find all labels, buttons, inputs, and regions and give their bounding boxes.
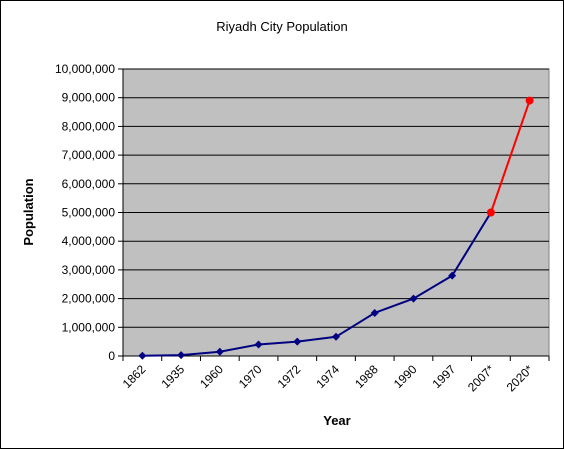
data-point [448,271,457,280]
y-axis-label: Population [21,178,36,245]
x-tick-label: 1990 [391,362,420,391]
y-tick-label: 2,000,000 [62,292,116,306]
y-tick-label: 10,000,000 [55,62,115,76]
data-point [293,337,302,346]
chart-title: Riyadh City Population [216,19,348,34]
gridlines [123,68,549,328]
y-tick-label: 1,000,000 [62,320,116,334]
data-point [486,208,495,217]
data-point [215,347,224,356]
x-tick-label: 1972 [275,362,304,391]
y-tick-label: 0 [108,349,115,363]
series-lines [142,100,531,357]
x-tick-label: 1997 [430,362,459,391]
y-axis-ticks: 0 1,000,000 2,000,000 3,000,000 4,000,000 5,0… [55,62,123,363]
x-tick-label: 1970 [236,362,265,391]
series-points [138,96,534,360]
data-point [138,351,147,360]
y-tick-label: 3,000,000 [62,263,116,277]
y-tick-label: 9,000,000 [62,91,116,105]
y-tick-label: 6,000,000 [62,177,116,191]
data-point [370,308,379,317]
x-tick-label: 1960 [197,362,226,391]
x-tick-label: 2007* [465,362,497,394]
series-line-2 [489,100,531,213]
y-tick-label: 8,000,000 [62,119,116,133]
data-point [254,340,263,349]
y-tick-label: 7,000,000 [62,148,116,162]
x-axis-ticks: 1862 1935 1960 1970 1972 1974 1988 1990 1997 2007… [120,356,550,394]
series-line-1 [142,211,492,357]
x-tick-label: 1862 [120,362,149,391]
x-tick-label: 2020* [504,362,536,394]
x-axis-label: Year [323,413,350,428]
data-point [332,332,340,341]
x-tick-label: 1988 [352,362,381,391]
y-tick-label: 5,000,000 [62,206,116,220]
data-point [177,351,186,360]
x-tick-label: 1935 [158,362,187,391]
data-point [525,96,534,105]
y-tick-label: 4,000,000 [62,234,116,248]
data-point [409,294,418,303]
x-tick-label: 1974 [313,362,342,391]
